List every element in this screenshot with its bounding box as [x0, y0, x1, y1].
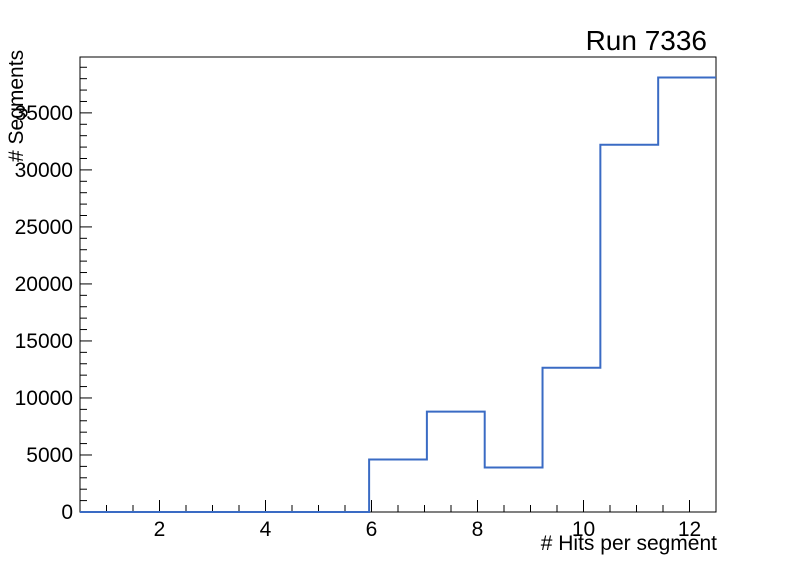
histogram-line: [80, 76, 716, 513]
plot-frame: [79, 56, 717, 513]
y-tick-label: 0: [61, 501, 73, 524]
y-tick-label: 35000: [15, 102, 73, 125]
x-tick-label: 10: [572, 518, 595, 541]
y-tick-label: 10000: [15, 387, 73, 410]
x-tick-label: 2: [154, 518, 166, 541]
y-tick-label: 20000: [15, 273, 73, 296]
y-tick-label: 25000: [15, 216, 73, 239]
x-axis-title: # Hits per segment: [540, 532, 717, 555]
x-tick-label: 6: [366, 518, 378, 541]
y-axis-title: # Segments: [5, 49, 28, 162]
y-tick-label: 5000: [26, 444, 73, 467]
x-tick-label: 12: [678, 518, 701, 541]
y-tick-label: 30000: [15, 159, 73, 182]
chart-title: Run 7336: [585, 25, 707, 56]
x-tick-label: 8: [472, 518, 484, 541]
x-tick-label: 4: [260, 518, 272, 541]
y-tick-label: 15000: [15, 330, 73, 353]
